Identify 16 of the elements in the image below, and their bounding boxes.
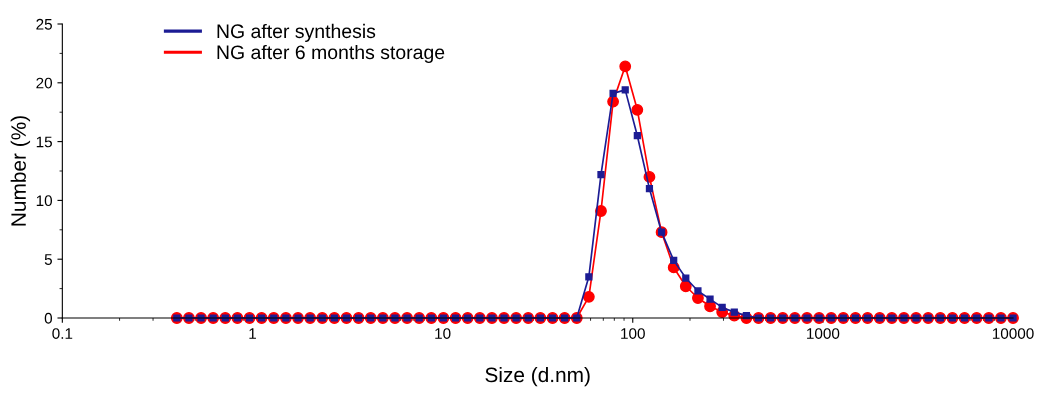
- y-tick-label: 25: [36, 18, 52, 30]
- y-tick-label: 10: [36, 195, 53, 207]
- legend-label: NG after 6 months storage: [217, 44, 445, 64]
- y-axis-title: Number (%): [10, 116, 31, 226]
- x-tick-label: 10000: [992, 328, 1034, 339]
- x-tick-label: 1: [249, 328, 256, 339]
- y-tick-label: 15: [36, 136, 52, 148]
- x-tick-label: 1000: [807, 328, 840, 339]
- y-tick-label: 5: [44, 254, 52, 265]
- x-tick-label: 0.1: [52, 328, 73, 339]
- x-axis-title: Size (d.nm): [485, 366, 590, 387]
- x-tick-label: 100: [621, 328, 645, 339]
- legend-label: NG after synthesis: [217, 23, 376, 42]
- y-tick-label: 20: [36, 77, 53, 89]
- y-tick-label: 0: [44, 312, 53, 324]
- x-tick-label: 10: [435, 328, 451, 339]
